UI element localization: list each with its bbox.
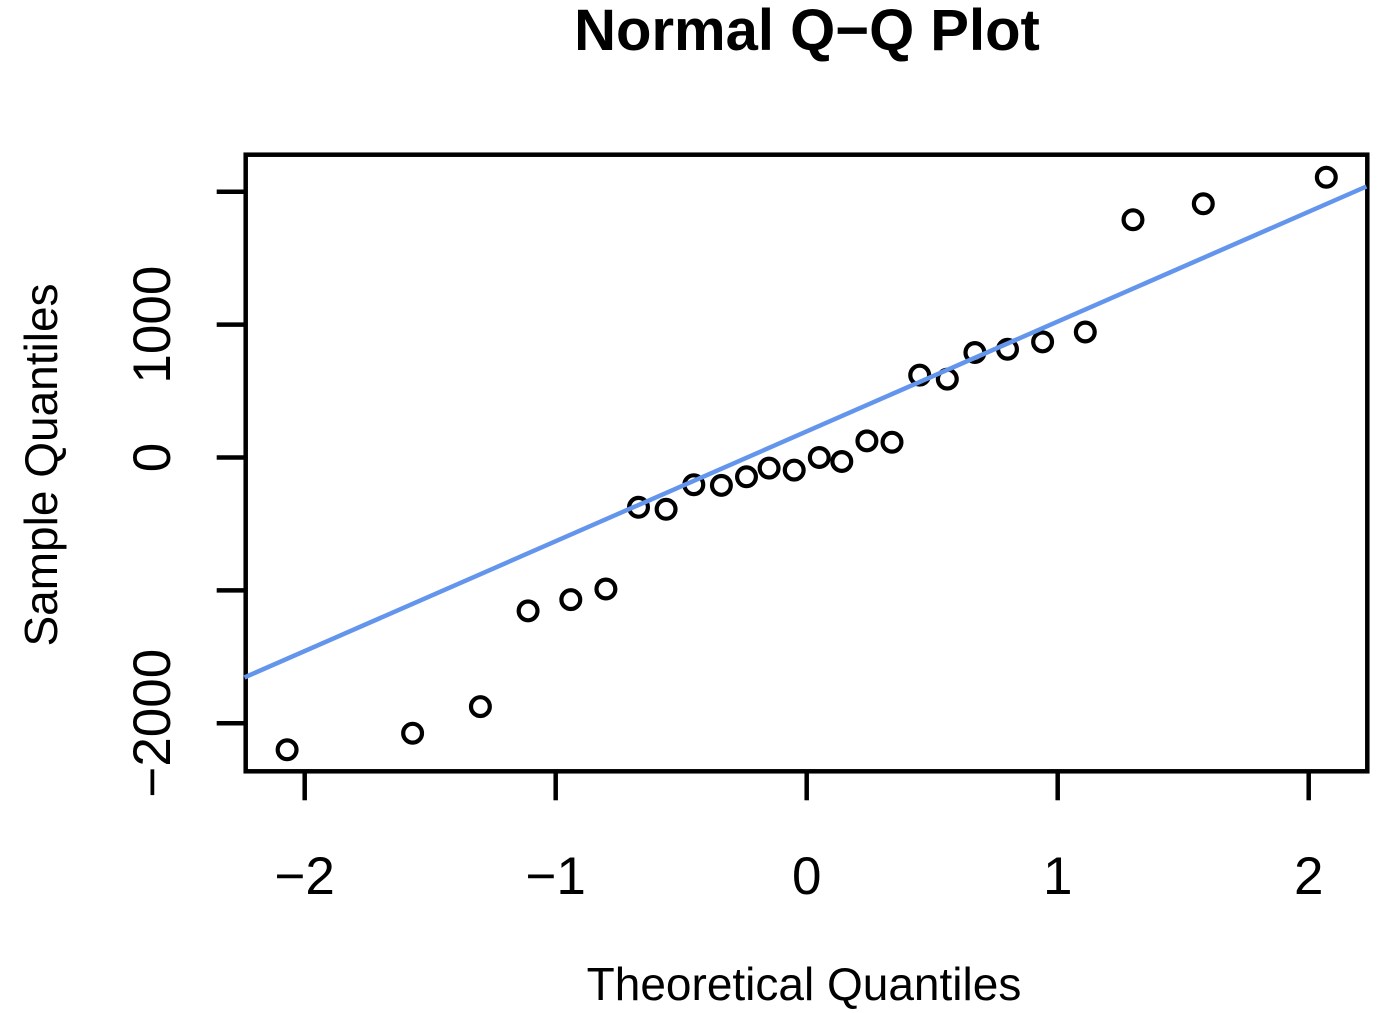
data-point-circle: [594, 577, 618, 601]
data-point-circle: [757, 456, 781, 480]
data-point-circle: [654, 497, 678, 521]
x-tick-label: −1: [525, 847, 585, 906]
data-point-circle: [908, 363, 932, 387]
data-point-circle: [1073, 320, 1097, 344]
data-point-circle: [1191, 192, 1215, 216]
data-point-circle: [275, 738, 299, 762]
data-point-circle: [468, 695, 492, 719]
data-point-circle: [830, 450, 854, 474]
qq-line: [243, 184, 1368, 680]
chart-layer: −2 −1 0 1 2 1000 0 −2000: [123, 152, 1370, 906]
x-tick-label: −2: [274, 847, 334, 906]
data-point-circle: [734, 465, 758, 489]
data-point-circle: [1031, 330, 1055, 354]
y-tick-label: 0: [123, 443, 182, 472]
data-point-circle: [1121, 208, 1145, 232]
x-tick-label: 0: [792, 847, 821, 906]
data-point-circle: [782, 458, 806, 482]
y-tick-label: 1000: [123, 266, 182, 384]
data-point-circle: [401, 721, 425, 745]
data-point-circle: [516, 599, 540, 623]
data-point-circle: [880, 430, 904, 454]
x-tick-label: 2: [1294, 847, 1323, 906]
chart-title: Normal Q−Q Plot: [574, 0, 1040, 63]
plot-box: [243, 152, 1370, 774]
x-axis-title: Theoretical Quantiles: [587, 958, 1022, 1010]
y-tick-label: −2000: [123, 649, 182, 798]
data-point-circle: [855, 429, 879, 453]
data-point-circle: [559, 588, 583, 612]
x-tick-label: 1: [1043, 847, 1072, 906]
data-point-circle: [807, 446, 831, 470]
y-axis-title: Sample Quantiles: [15, 283, 67, 646]
data-point-circle: [709, 473, 733, 497]
data-point-circle: [1314, 165, 1338, 189]
